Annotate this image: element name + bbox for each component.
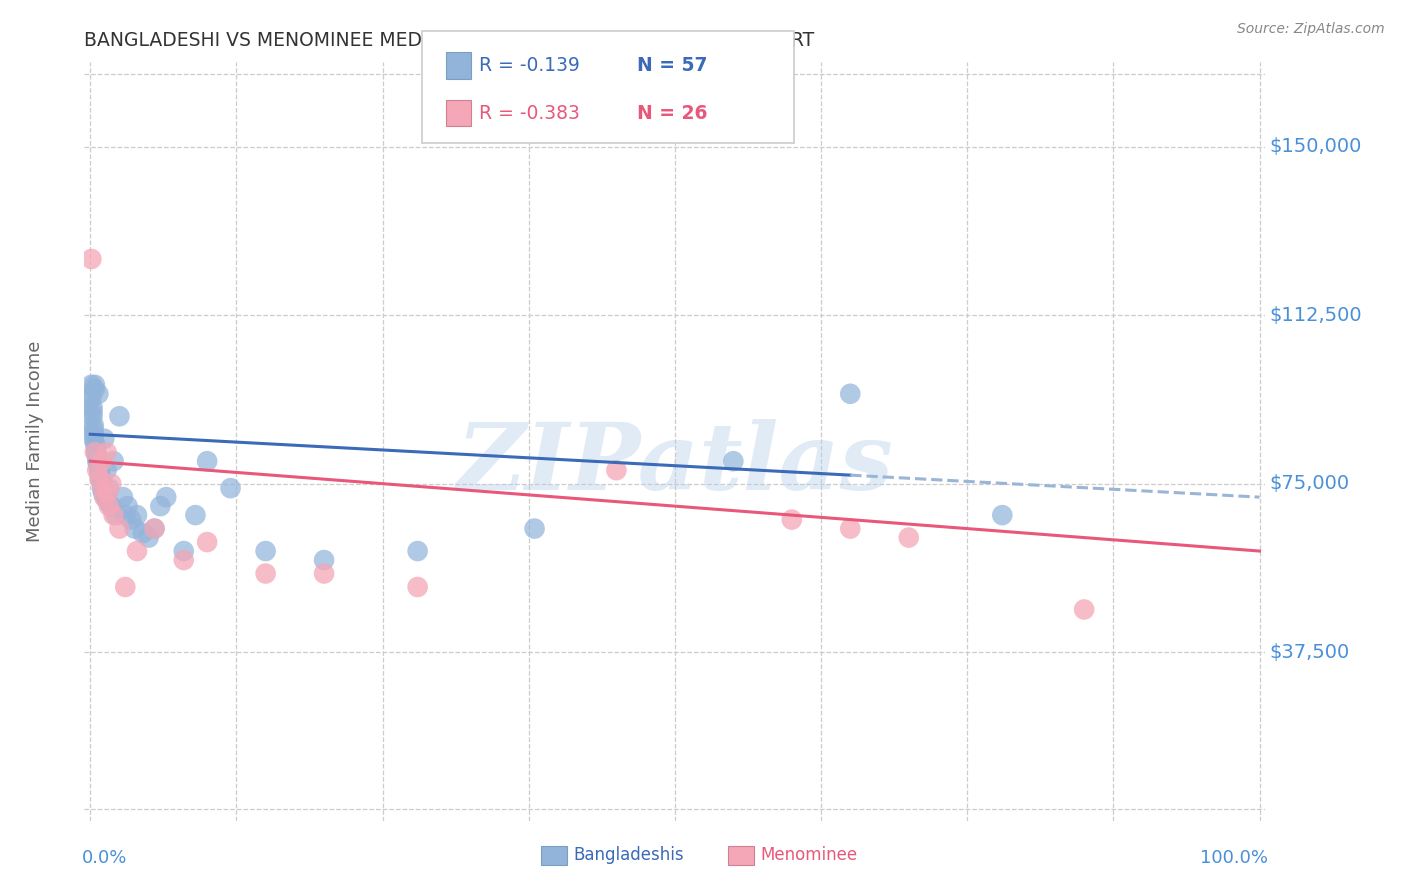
Point (86, 450, 108, 464)
Text: R = -0.383: R = -0.383 (479, 103, 581, 122)
Point (97, 481, 120, 495)
Point (780, 513, 803, 527)
Point (82, 405, 104, 419)
Point (87, 386, 110, 401)
Text: Bangladeshis: Bangladeshis (574, 847, 685, 864)
Point (89, 472, 111, 486)
Point (312, 566, 335, 581)
Point (155, 490, 177, 504)
Point (173, 544, 195, 558)
Point (406, 544, 429, 558)
Point (219, 481, 242, 495)
Point (89, 463, 111, 477)
Point (96, 445, 118, 459)
Text: N = 57: N = 57 (637, 56, 707, 75)
Point (108, 409, 131, 424)
Point (91, 481, 114, 495)
Text: ZIPatlas: ZIPatlas (457, 419, 893, 509)
Point (132, 526, 155, 541)
Point (83, 427, 105, 442)
Point (83, 377, 105, 392)
Text: 100.0%: 100.0% (1199, 849, 1268, 867)
Point (103, 508, 125, 522)
Point (82, 401, 104, 415)
Point (125, 544, 148, 558)
Point (96, 463, 118, 477)
Point (83, 382, 105, 396)
Point (83, 423, 105, 437)
Text: R = -0.139: R = -0.139 (479, 56, 581, 75)
Point (93, 432, 115, 446)
Point (723, 454, 745, 468)
Point (90, 476, 112, 491)
Point (839, 522, 862, 536)
Point (991, 508, 1014, 522)
Text: N = 26: N = 26 (637, 103, 707, 122)
Point (86, 463, 108, 477)
Point (100, 499, 122, 513)
Point (83, 436, 105, 450)
Point (83, 418, 105, 433)
Point (120, 513, 142, 527)
Point (83, 445, 105, 459)
Point (143, 522, 166, 536)
Point (97, 485, 120, 500)
Point (84, 445, 107, 459)
Point (523, 522, 546, 536)
Text: $75,000: $75,000 (1270, 475, 1350, 493)
Point (84, 441, 107, 455)
Point (90, 467, 112, 482)
Point (117, 499, 139, 513)
Point (312, 553, 335, 567)
Point (406, 580, 429, 594)
Point (605, 463, 627, 477)
Point (97, 494, 120, 508)
Text: Source: ZipAtlas.com: Source: ZipAtlas.com (1237, 22, 1385, 37)
Point (97, 499, 120, 513)
Point (125, 508, 148, 522)
Point (94, 490, 117, 504)
Point (104, 508, 127, 522)
Point (124, 522, 146, 536)
Point (87, 458, 110, 473)
Point (1073, 602, 1095, 616)
Point (111, 490, 134, 504)
Point (80, 377, 103, 392)
Point (82, 409, 104, 424)
Point (80, 252, 103, 266)
Text: $112,500: $112,500 (1270, 306, 1361, 325)
Point (184, 508, 207, 522)
Text: BANGLADESHI VS MENOMINEE MEDIAN FAMILY INCOME CORRELATION CHART: BANGLADESHI VS MENOMINEE MEDIAN FAMILY I… (84, 30, 814, 50)
Point (100, 476, 122, 491)
Point (89, 467, 111, 482)
Point (138, 531, 160, 545)
Point (90, 454, 112, 468)
Text: $150,000: $150,000 (1270, 137, 1361, 156)
Point (114, 580, 136, 594)
Point (897, 531, 920, 545)
Point (254, 566, 277, 581)
Text: Menominee: Menominee (761, 847, 858, 864)
Text: $37,500: $37,500 (1270, 642, 1350, 662)
Point (93, 490, 115, 504)
Point (108, 522, 131, 536)
Point (114, 508, 136, 522)
Point (195, 454, 218, 468)
Point (80, 392, 103, 406)
Point (86, 454, 108, 468)
Point (90, 472, 112, 486)
Point (149, 499, 172, 513)
Point (83, 432, 105, 446)
Point (839, 386, 862, 401)
Point (173, 553, 195, 567)
Text: 0.0%: 0.0% (82, 849, 128, 867)
Point (91, 485, 114, 500)
Point (143, 522, 166, 536)
Point (90, 481, 112, 495)
Text: Median Family Income: Median Family Income (25, 341, 44, 542)
Point (195, 535, 218, 549)
Point (103, 454, 125, 468)
Point (80, 386, 103, 401)
Point (254, 544, 277, 558)
